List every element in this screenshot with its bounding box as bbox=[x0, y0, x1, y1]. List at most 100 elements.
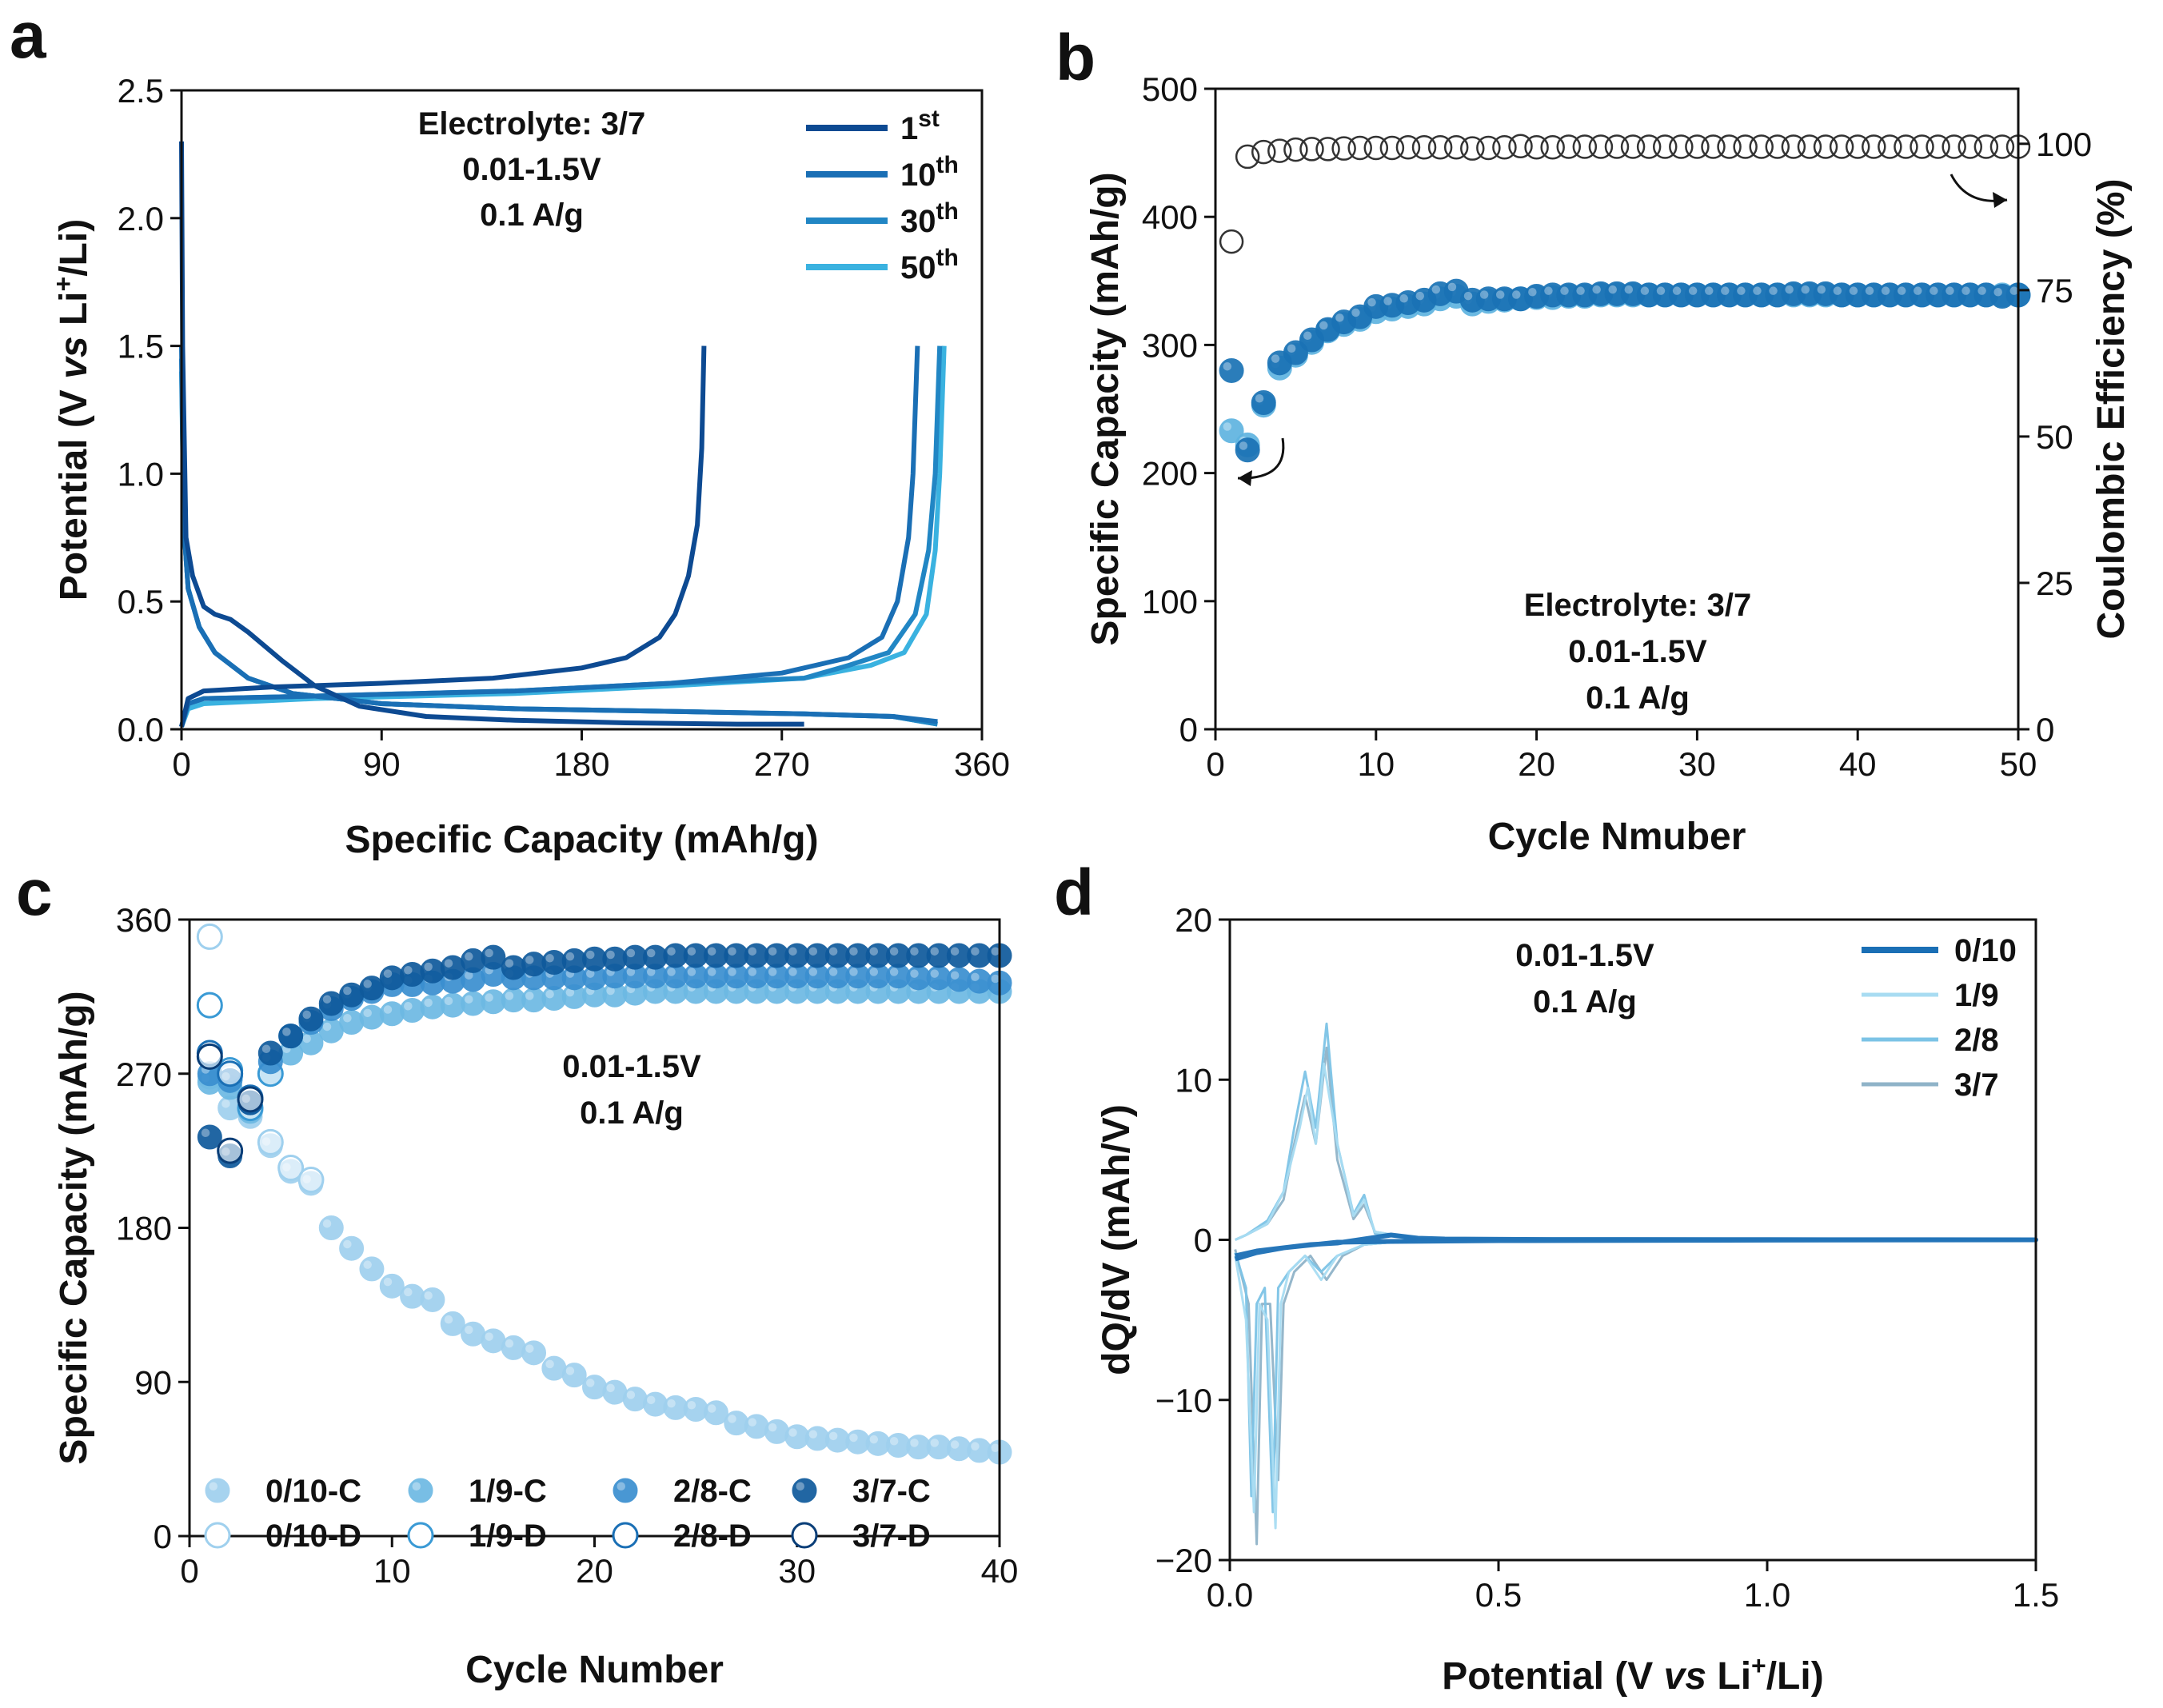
c-point-0/10-C bbox=[703, 1400, 728, 1426]
c-point-1/9-C-highlight bbox=[545, 990, 554, 999]
c-point-0/10-C-highlight bbox=[991, 1443, 1000, 1453]
c-legend-label-0/10-C: 0/10-C bbox=[265, 1474, 361, 1509]
c-point-3/7-D bbox=[237, 1086, 264, 1113]
d-x-axis-title-part: Potential (V bbox=[1442, 1655, 1663, 1698]
a-annotation-line: 0.01-1.5V bbox=[462, 152, 601, 187]
b-ce-point bbox=[1219, 229, 1244, 254]
b-y-right-tick-label: 0 bbox=[2036, 711, 2054, 748]
c-point-3/7-C bbox=[278, 1024, 304, 1049]
b-discharge-point-highlight bbox=[1833, 286, 1842, 295]
b-y-tick-label: 400 bbox=[1142, 198, 1198, 236]
b-x-tick-label: 0 bbox=[1206, 745, 1224, 783]
d-x-axis-title: Potential (V vs Li+/Li) bbox=[1442, 1651, 1823, 1698]
b-ce-point bbox=[1395, 134, 1421, 160]
d-panel-letter: d bbox=[1054, 856, 1094, 929]
b-annotation-line: 0.1 A/g bbox=[1586, 680, 1690, 716]
b-ce-point bbox=[1620, 134, 1646, 159]
c-y-tick-label: 270 bbox=[116, 1056, 172, 1093]
b-discharge-point-highlight bbox=[1415, 291, 1425, 301]
a-legend-label-part: 10 bbox=[900, 158, 936, 193]
c-point-3/7-C-highlight bbox=[748, 947, 757, 956]
c-point-3/7-C-highlight bbox=[869, 947, 879, 956]
d-series-3/7 bbox=[1234, 1046, 2037, 1546]
b-discharge-point-highlight bbox=[1447, 282, 1457, 292]
b-discharge-point-highlight bbox=[1688, 286, 1698, 295]
b-discharge-point-highlight bbox=[1512, 290, 1521, 299]
b-discharge-point bbox=[1251, 389, 1276, 415]
c-point-0/10-C-highlight bbox=[525, 1344, 534, 1353]
b-ce-point bbox=[1813, 134, 1838, 159]
c-legend-marker-2/8-C-highlight bbox=[617, 1482, 625, 1491]
c-point-0/10-C-highlight bbox=[465, 1325, 473, 1335]
b-charge-point bbox=[1219, 418, 1244, 444]
a-y-axis-title-part: + bbox=[49, 277, 78, 292]
c-point-3/7-C-highlight bbox=[201, 1128, 210, 1137]
c-point-3/7-C-highlight bbox=[261, 1044, 271, 1054]
c-point-1/9-C-highlight bbox=[565, 988, 575, 997]
c-point-3/7-C bbox=[257, 1040, 283, 1066]
b-discharge-point-highlight bbox=[1865, 286, 1874, 295]
c-point-0/10-C-highlight bbox=[444, 1315, 453, 1324]
b-discharge-point-highlight bbox=[1495, 290, 1505, 299]
a-legend-label-part: th bbox=[936, 198, 959, 225]
b-discharge-point-highlight bbox=[1608, 285, 1617, 294]
c-point-3/7-D bbox=[196, 1043, 223, 1070]
a-x-tick-label: 0 bbox=[172, 745, 190, 783]
b-ce-point bbox=[1460, 136, 1485, 161]
b-ce-point bbox=[1347, 135, 1372, 161]
b-ce-point bbox=[1797, 134, 1822, 159]
b-ce-point bbox=[1829, 134, 1854, 159]
b-y-left-axis-title: Specific Capacity (mAh/g) bbox=[1084, 172, 1127, 645]
c-point-1/9-C-highlight bbox=[525, 992, 534, 1000]
d-series-1/9 bbox=[1234, 1062, 2037, 1530]
c-point-1/9-C-highlight bbox=[606, 986, 615, 996]
c-point-0/10-C-highlight bbox=[930, 1439, 940, 1447]
b-x-tick-label: 30 bbox=[1678, 745, 1716, 783]
b-y-tick-label: 0 bbox=[1179, 711, 1198, 748]
c-y-tick-label: 0 bbox=[154, 1518, 172, 1555]
c-legend-marker-0/10-D bbox=[204, 1522, 231, 1549]
c-point-2/8-C-highlight bbox=[849, 968, 858, 976]
c-point-0/10-C-highlight bbox=[404, 1287, 413, 1297]
b-ce-point bbox=[1588, 134, 1614, 159]
b-x-tick-label: 10 bbox=[1357, 745, 1395, 783]
c-point-0/10-C bbox=[420, 1287, 445, 1312]
a-legend-label-part: 50 bbox=[900, 250, 936, 285]
c-point-0/10-C-highlight bbox=[606, 1383, 615, 1393]
d-legend-label-3/7: 3/7 bbox=[1954, 1068, 1999, 1103]
b-ce-point bbox=[1926, 134, 1950, 159]
b-ce-point bbox=[1379, 135, 1405, 161]
c-point-2/8-C-highlight bbox=[889, 968, 899, 976]
b-ce-point bbox=[1299, 137, 1324, 162]
c-point-0/10-C-highlight bbox=[322, 1219, 332, 1228]
b-discharge-point-highlight bbox=[1319, 321, 1328, 330]
b-discharge-point-highlight bbox=[1769, 286, 1778, 295]
b-discharge-point-highlight bbox=[1399, 294, 1408, 303]
c-point-2/8-C-highlight bbox=[626, 968, 636, 976]
c-point-0/10-C-highlight bbox=[828, 1431, 838, 1441]
c-point-2/8-C-highlight bbox=[768, 968, 777, 976]
b-ce-point bbox=[1669, 134, 1694, 159]
b-ce-point bbox=[1765, 134, 1790, 159]
b-ce-point bbox=[1492, 134, 1517, 160]
a-legend-label-part: th bbox=[936, 152, 959, 178]
a-legend-label-30th: 30th bbox=[900, 198, 959, 240]
c-point-3/7-C-highlight bbox=[545, 954, 554, 963]
c-point-0/10-C-highlight bbox=[707, 1404, 716, 1413]
b-ce-point bbox=[1878, 134, 1902, 159]
c-point-0/10-C-highlight bbox=[950, 1440, 960, 1449]
b-discharge-point-highlight bbox=[1592, 285, 1601, 294]
c-point-2/8-C-highlight bbox=[667, 968, 676, 976]
c-point-3/7-C-highlight bbox=[788, 947, 797, 956]
b-x-axis-title: Cycle Nmuber bbox=[1488, 816, 1746, 858]
b-discharge-point-highlight bbox=[1463, 291, 1473, 301]
c-point-0/10-C-highlight bbox=[788, 1428, 797, 1437]
c-point-0/10-C bbox=[379, 1273, 405, 1299]
c-point-3/7-C-highlight bbox=[808, 947, 818, 956]
b-y-right-tick-label: 25 bbox=[2036, 565, 2073, 602]
b-ce-point bbox=[1540, 134, 1565, 160]
c-point-3/7-C-highlight bbox=[465, 952, 473, 961]
c-point-2/8-C-highlight bbox=[728, 968, 736, 976]
d-x-axis-title-part: Li bbox=[1706, 1655, 1751, 1698]
c-legend-marker-2/8-C bbox=[613, 1478, 638, 1503]
